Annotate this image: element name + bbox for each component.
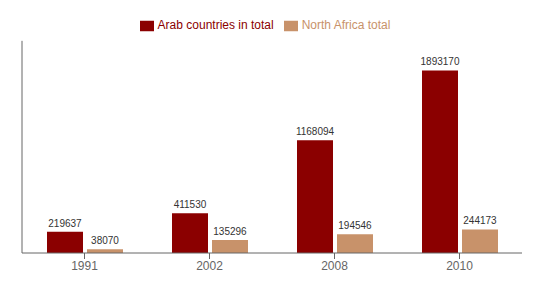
svg-text:411530: 411530 [174,199,207,210]
svg-text:219637: 219637 [48,218,82,229]
svg-text:2010: 2010 [446,259,473,273]
svg-text:1168094: 1168094 [296,126,335,137]
svg-text:2002: 2002 [196,259,223,273]
svg-text:38070: 38070 [91,235,119,246]
svg-text:2008: 2008 [321,259,348,273]
svg-text:1991: 1991 [71,259,98,273]
html-text:Arab countries in total: Arab countries in total [157,18,274,32]
svg-text:244173: 244173 [463,215,497,226]
svg-text:135296: 135296 [213,226,247,237]
svg-text:1893170: 1893170 [421,56,460,67]
html-text:North Africa total: North Africa total [301,18,391,32]
svg-text:194546: 194546 [338,220,372,231]
